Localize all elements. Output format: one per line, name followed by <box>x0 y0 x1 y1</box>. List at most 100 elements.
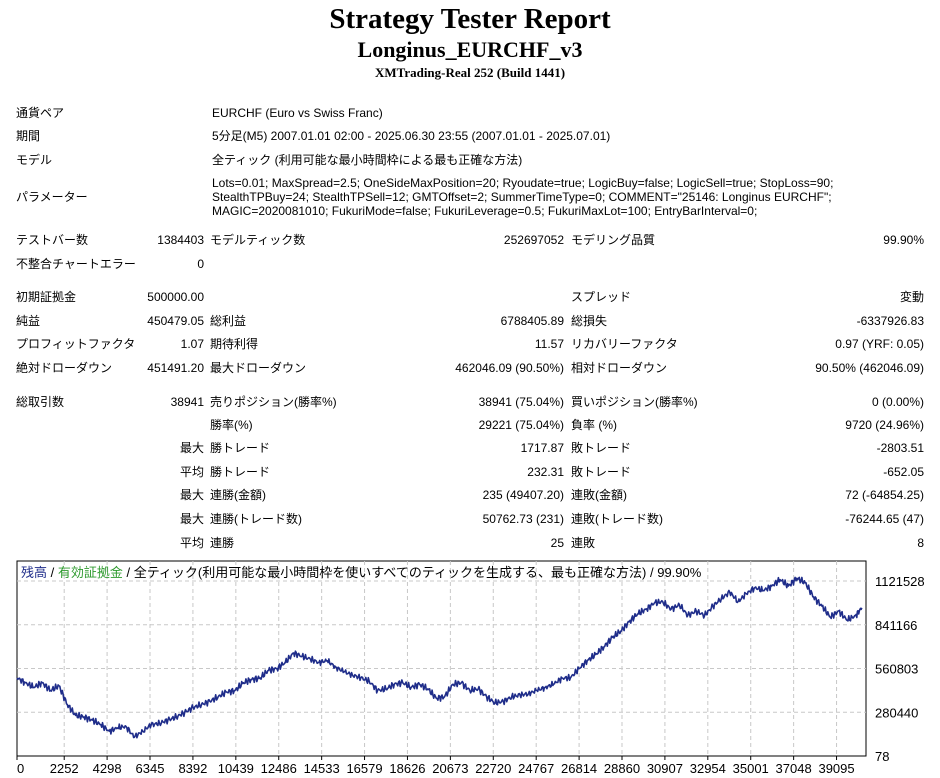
x-tick-label: 28860 <box>604 761 640 776</box>
symbol-label: 通貨ペア <box>16 106 65 120</box>
avg-cons-win-label: 連勝 <box>210 536 235 550</box>
avg-win-label: 勝トレード <box>210 465 271 479</box>
report-title: Strategy Tester Report <box>329 3 611 35</box>
x-tick-label: 4298 <box>93 761 122 776</box>
spread-value: 変動 <box>899 290 924 304</box>
avg-cons-loss-value: 8 <box>917 536 924 550</box>
avg-loss-label: 敗トレード <box>571 465 632 479</box>
chart-legend: 残高 / 有効証拠金 / 全ティック(利用可能な最小時間枠を使いすべてのティック… <box>21 565 701 580</box>
avg-win-value: 232.31 <box>527 465 564 479</box>
x-tick-label: 32954 <box>690 761 726 776</box>
loss-label: 負率 (%) <box>571 418 617 432</box>
params-value: Lots=0.01; MaxSpread=2.5; OneSideMaxPosi… <box>212 176 852 218</box>
win-label: 勝率(%) <box>210 418 253 432</box>
server-name: XMTrading-Real 252 (Build 1441) <box>374 65 566 80</box>
loss-value: 9720 (24.96%) <box>845 418 924 432</box>
quality-value: 99.90% <box>883 233 924 247</box>
cons-loss-money-value: 72 (-64854.25) <box>845 488 924 502</box>
max-word: 最大 <box>179 512 204 526</box>
max-loss-value: -2803.51 <box>876 441 924 455</box>
ticks-value: 252697052 <box>503 233 564 247</box>
x-tick-label: 37048 <box>776 761 812 776</box>
x-tick-label: 35001 <box>733 761 769 776</box>
y-tick-label: 1121528 <box>875 574 925 589</box>
avg-cons-loss-label: 連敗 <box>571 536 596 550</box>
cons-loss-count-label: 連敗(トレード数) <box>571 512 663 526</box>
x-tick-label: 10439 <box>218 761 254 776</box>
balance-chart: 78 280440 560803 841166 1121528 0 2252 4298 6345… <box>16 560 925 776</box>
avg-loss-value: -652.05 <box>883 465 924 479</box>
x-tick-label: 16579 <box>346 761 382 776</box>
net-value: 450479.05 <box>147 314 204 328</box>
max-word: 最大 <box>179 441 204 455</box>
bars-value: 1384403 <box>157 233 204 247</box>
x-tick-label: 8392 <box>178 761 207 776</box>
payoff-label: 期待利得 <box>210 337 259 351</box>
short-value: 38941 (75.04%) <box>478 395 564 409</box>
balance-series-line <box>16 576 863 739</box>
trades-label: 総取引数 <box>16 395 65 409</box>
max-dd-label: 最大ドローダウン <box>210 361 307 375</box>
symbol-value: EURCHF (Euro vs Swiss Franc) <box>212 106 383 120</box>
y-tick-label: 841166 <box>875 618 917 633</box>
trades-value: 38941 <box>170 395 204 409</box>
x-tick-label: 26814 <box>561 761 597 776</box>
mismatch-value: 0 <box>197 257 204 271</box>
model-value: 全ティック (利用可能な最小時間枠による最も正確な方法) <box>212 153 523 167</box>
params-line-1: Lots=0.01; MaxSpread=2.5; OneSideMaxPosi… <box>212 176 834 190</box>
params-line-3: MAGIC=2020081010; FukuriMode=false; Fuku… <box>212 204 758 218</box>
win-value: 29221 (75.04%) <box>478 418 564 432</box>
max-word: 最大 <box>179 488 204 502</box>
cons-win-money-label: 連勝(金額) <box>210 488 266 502</box>
x-tick-label: 20673 <box>432 761 468 776</box>
x-tick-label: 18626 <box>389 761 425 776</box>
short-label: 売りポジション(勝率%) <box>210 395 337 409</box>
ea-name: Longinus_EURCHF_v3 <box>357 37 583 62</box>
x-tick-label: 24767 <box>518 761 554 776</box>
recovery-label: リカバリーファクタ <box>571 337 678 351</box>
x-tick-label: 2252 <box>50 761 79 776</box>
cons-loss-count-value: -76244.65 (47) <box>845 512 924 526</box>
legend-balance: 残高 <box>21 565 48 580</box>
abs-dd-label: 絶対ドローダウン <box>16 361 113 375</box>
x-tick-label: 14533 <box>304 761 340 776</box>
max-loss-label: 敗トレード <box>571 441 632 455</box>
ticks-label: モデルティック数 <box>210 233 306 247</box>
cons-win-count-label: 連勝(トレード数) <box>210 512 302 526</box>
rel-dd-label: 相対ドローダウン <box>571 361 668 375</box>
rel-dd-value: 90.50% (462046.09) <box>815 361 924 375</box>
y-tick-label: 560803 <box>875 662 918 677</box>
gross-profit-label: 総利益 <box>210 314 247 328</box>
x-tick-label: 30907 <box>647 761 683 776</box>
max-win-label: 勝トレード <box>210 441 271 455</box>
plot-frame <box>16 560 867 757</box>
quality-label: モデリング品質 <box>571 233 656 247</box>
x-tick-label: 12486 <box>261 761 297 776</box>
avg-word: 平均 <box>179 465 204 479</box>
x-tick-label: 6345 <box>136 761 165 776</box>
cons-win-money-value: 235 (49407.20) <box>482 488 564 502</box>
pf-value: 1.07 <box>180 337 204 351</box>
y-tick-label: 78 <box>875 749 889 764</box>
mismatch-label: 不整合チャートエラー <box>16 257 136 271</box>
model-label: モデル <box>16 153 53 167</box>
pf-label: プロフィットファクタ <box>16 337 136 351</box>
legend-rest: / 全ティック(利用可能な最小時間枠を使いすべてのティックを生成する、最も正確な… <box>122 565 702 580</box>
cons-win-count-value: 50762.73 (231) <box>482 512 564 526</box>
deposit-label: 初期証拠金 <box>16 290 77 304</box>
max-dd-value: 462046.09 (90.50%) <box>455 361 564 375</box>
bars-label: テストバー数 <box>16 233 89 247</box>
cons-loss-money-label: 連敗(金額) <box>571 488 627 502</box>
max-win-value: 1717.87 <box>520 441 564 455</box>
avg-cons-win-value: 25 <box>550 536 564 550</box>
long-value: 0 (0.00%) <box>871 395 924 409</box>
x-tick-label: 39095 <box>818 761 854 776</box>
params-label: パラメーター <box>16 190 88 204</box>
deposit-value: 500000.00 <box>147 290 204 304</box>
period-label: 期間 <box>16 129 41 143</box>
x-tick-label: 0 <box>17 761 24 776</box>
payoff-value: 11.57 <box>534 337 564 351</box>
avg-word: 平均 <box>179 536 204 550</box>
x-tick-label: 22720 <box>475 761 511 776</box>
spread-label: スプレッド <box>571 290 632 304</box>
